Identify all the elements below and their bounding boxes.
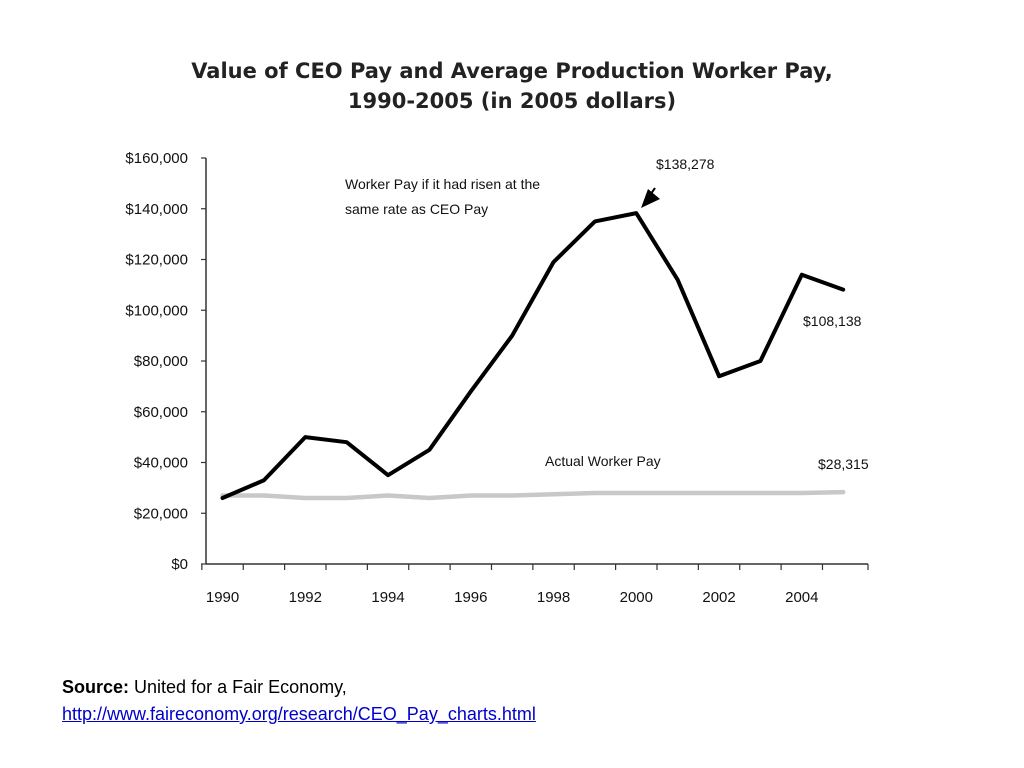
y-tick-label: $0	[171, 556, 188, 573]
actual-pay-label: Actual Worker Pay	[545, 453, 661, 469]
x-tick-label: 2004	[785, 589, 818, 606]
ceo-rate-label-line-1: Worker Pay if it had risen at the	[345, 176, 540, 192]
y-axis-ticks: $0 $20,000 $40,000 $60,000 $80,000 $100,000 $1…	[125, 150, 206, 573]
line-chart: Value of CEO Pay and Average Production …	[125, 59, 869, 606]
source-text: United for a Fair Economy,	[129, 677, 347, 697]
chart-title-line-2: 1990-2005 (in 2005 dollars)	[348, 89, 676, 113]
y-tick-label: $80,000	[134, 353, 188, 370]
actual-worker-pay-series-line	[220, 489, 846, 501]
end-value-ceo-label: $108,138	[803, 313, 862, 329]
y-tick-label: $160,000	[125, 150, 188, 167]
x-tick-label: 2000	[620, 589, 653, 606]
source-citation: Source: United for a Fair Economy, http:…	[62, 674, 536, 728]
x-tick-label: 1994	[371, 589, 404, 606]
x-tick-label: 1990	[206, 589, 239, 606]
axes	[205, 158, 868, 565]
y-tick-label: $40,000	[134, 455, 188, 472]
source-link[interactable]: http://www.faireconomy.org/research/CEO_…	[62, 704, 536, 724]
y-tick-label: $100,000	[125, 302, 188, 319]
x-tick-label: 1998	[537, 589, 570, 606]
x-tick-label: 1996	[454, 589, 487, 606]
ceo-rate-series-line	[220, 211, 846, 501]
peak-value-label: $138,278	[656, 156, 715, 172]
end-value-actual-label: $28,315	[818, 456, 869, 472]
x-tick-label: 1992	[289, 589, 322, 606]
peak-arrow	[641, 187, 660, 208]
ceo-rate-label-line-2: same rate as CEO Pay	[345, 201, 488, 217]
y-tick-label: $120,000	[125, 252, 188, 269]
source-label: Source:	[62, 677, 130, 697]
series-lines	[220, 211, 846, 501]
y-tick-label: $60,000	[134, 404, 188, 421]
x-tick-label: 2002	[702, 589, 735, 606]
y-tick-label: $140,000	[125, 201, 188, 218]
x-axis-ticks: 1990 1992 1994 1996 1998 2000 2002 2004	[201, 564, 869, 606]
y-tick-label: $20,000	[134, 505, 188, 522]
chart-title-line-1: Value of CEO Pay and Average Production …	[191, 59, 833, 83]
